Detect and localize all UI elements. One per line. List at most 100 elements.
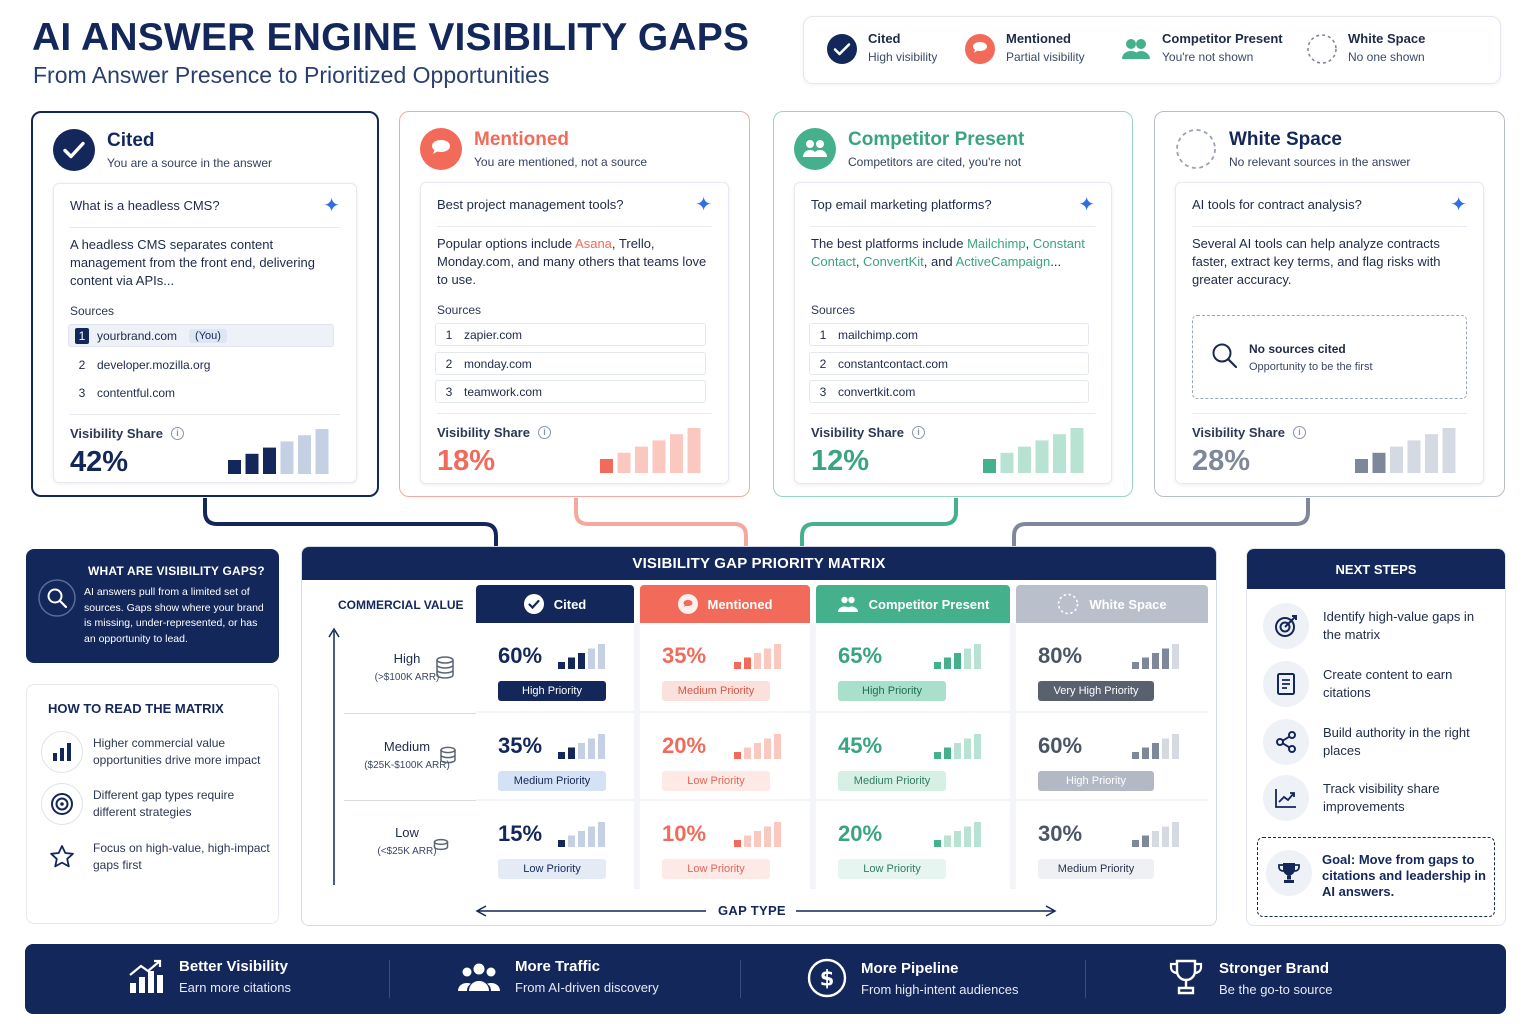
sparkle-icon: ✦ xyxy=(1450,193,1467,216)
footer-title: Stronger Brand xyxy=(1219,959,1330,977)
matrix-cell[interactable]: 45% Medium Priority xyxy=(816,713,1010,799)
cell-percentage: 20% xyxy=(662,733,707,758)
next-step-item[interactable]: Identify high-value gaps in the matrix xyxy=(1263,603,1493,649)
column-header-competitor[interactable]: Competitor Present xyxy=(816,585,1010,623)
you-badge: (You) xyxy=(189,328,227,343)
query-row[interactable]: What is a headless CMS? ✦ xyxy=(70,184,340,228)
trophy-icon xyxy=(1169,959,1203,995)
people-icon xyxy=(458,963,500,991)
bar xyxy=(974,734,981,759)
bar xyxy=(588,826,595,847)
answer-text: The best platforms include Mailchimp, Co… xyxy=(811,236,1085,269)
source-item[interactable]: 2 monday.com xyxy=(435,352,706,375)
bar xyxy=(974,644,981,669)
priority-badge: Low Priority xyxy=(662,859,770,879)
bar xyxy=(744,747,751,759)
column-header-white-space[interactable]: White Space xyxy=(1016,585,1208,623)
x-axis-arrow xyxy=(475,905,1057,917)
bar xyxy=(754,831,761,847)
source-item[interactable]: 2 constantcontact.com xyxy=(809,352,1089,375)
highlight-competitor: Constant Contact xyxy=(811,236,1085,269)
source-item[interactable]: 3 convertkit.com xyxy=(809,380,1089,403)
goal-text: Goal: Move from gaps to citations and le… xyxy=(1322,852,1486,899)
priority-badge: High Priority xyxy=(1038,771,1154,791)
cell-bars xyxy=(558,644,605,669)
cell-bars xyxy=(1132,822,1179,847)
bar xyxy=(1000,452,1014,473)
priority-badge: High Priority xyxy=(838,681,946,701)
source-item[interactable]: 3 teamwork.com xyxy=(435,380,706,403)
y-axis-arrow xyxy=(328,627,340,885)
speech-bubble-icon xyxy=(965,34,995,64)
legend-label: Mentioned xyxy=(1006,31,1071,46)
priority-badge: High Priority xyxy=(498,681,606,701)
answer-text: Popular options include Asana, Trello, M… xyxy=(437,236,707,287)
no-sources-desc: Opportunity to be the first xyxy=(1249,361,1373,373)
matrix-cell[interactable]: 60% High Priority xyxy=(1016,713,1208,799)
source-item[interactable]: 1 zapier.com xyxy=(435,323,706,346)
bar xyxy=(964,826,971,847)
query-row[interactable]: Best project management tools? ✦ xyxy=(437,183,712,227)
card-title: Cited xyxy=(107,130,155,151)
cell-percentage: 80% xyxy=(1038,643,1083,668)
cell-bars xyxy=(934,822,981,847)
answer-panel: Best project management tools? ✦ Popular … xyxy=(420,182,729,484)
bar xyxy=(934,752,941,759)
cell-bars xyxy=(934,644,981,669)
bar xyxy=(1152,653,1159,669)
column-header-mentioned[interactable]: Mentioned xyxy=(640,585,810,623)
source-item[interactable]: 1 yourbrand.com (You) xyxy=(68,324,334,347)
search-icon xyxy=(38,579,76,617)
query-row[interactable]: AI tools for contract analysis? ✦ xyxy=(1192,183,1467,227)
matrix-cell[interactable]: 20% Low Priority xyxy=(816,801,1010,889)
bar xyxy=(974,822,981,847)
bar xyxy=(983,459,996,473)
matrix-cell[interactable]: 10% Low Priority xyxy=(640,801,810,889)
source-number: 2 xyxy=(78,357,86,372)
matrix-cell[interactable]: 20% Low Priority xyxy=(640,713,810,799)
source-domain: developer.mozilla.org xyxy=(97,357,211,372)
no-sources-box: No sources cited Opportunity to be the f… xyxy=(1192,315,1467,399)
column-label: Cited xyxy=(553,596,587,612)
legend-label: Competitor Present xyxy=(1162,31,1283,46)
source-item[interactable]: 3 contentful.com xyxy=(68,381,334,404)
next-step-item[interactable]: Track visibility share improvements xyxy=(1263,775,1493,821)
legend-item-competitor: Competitor Present You're not shown xyxy=(1120,31,1283,65)
column-header-cited[interactable]: Cited xyxy=(476,585,634,623)
how-to-read-panel: HOW TO READ THE MATRIX Higher commercial… xyxy=(26,684,279,924)
info-icon[interactable]: i xyxy=(537,426,551,439)
source-item[interactable]: 1 mailchimp.com xyxy=(809,323,1089,346)
bar xyxy=(944,657,951,669)
column-label: Mentioned xyxy=(707,596,773,612)
matrix-cell[interactable]: 15% Low Priority xyxy=(476,801,634,889)
trophy-icon xyxy=(1278,863,1300,883)
query-row[interactable]: Top email marketing platforms? ✦ xyxy=(811,183,1095,227)
info-icon[interactable]: i xyxy=(1292,426,1306,439)
priority-badge: Medium Priority xyxy=(498,771,606,791)
bar xyxy=(1053,434,1066,473)
matrix-cell[interactable]: 60% High Priority xyxy=(476,623,634,711)
source-number: 1 xyxy=(819,327,827,342)
bar xyxy=(558,662,565,669)
info-icon[interactable]: i xyxy=(911,426,925,439)
source-domain: mailchimp.com xyxy=(838,327,919,342)
source-item[interactable]: 2 developer.mozilla.org xyxy=(68,353,334,376)
next-step-item[interactable]: Create content to earn citations xyxy=(1263,661,1493,707)
matrix-cell[interactable]: 35% Medium Priority xyxy=(476,713,634,799)
bar xyxy=(315,429,329,474)
trend-chart-icon xyxy=(1275,789,1296,808)
sources-label: Sources xyxy=(437,303,482,317)
visibility-share-value: 18% xyxy=(437,445,496,477)
bar xyxy=(954,653,961,669)
bar xyxy=(734,752,741,759)
card-competitor-present: Competitor Present Competitors are cited,… xyxy=(773,111,1133,497)
next-step-item[interactable]: Build authority in the right places xyxy=(1263,719,1493,765)
card-subtitle: No relevant sources in the answer xyxy=(1229,155,1411,169)
info-icon[interactable]: i xyxy=(170,427,184,440)
matrix-cell[interactable]: 30% Medium Priority xyxy=(1016,801,1208,889)
how-item-text: Higher commercial value opportunities dr… xyxy=(93,736,261,767)
matrix-cell[interactable]: 80% Very High Priority xyxy=(1016,623,1208,711)
matrix-cell[interactable]: 65% High Priority xyxy=(816,623,1010,711)
matrix-cell[interactable]: 35% Medium Priority xyxy=(640,623,810,711)
bar xyxy=(944,747,951,759)
